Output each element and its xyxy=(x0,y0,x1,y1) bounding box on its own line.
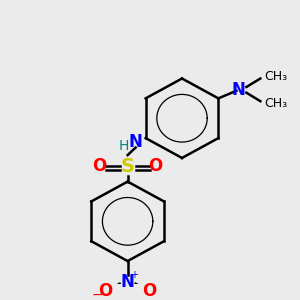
Text: CH₃: CH₃ xyxy=(264,70,287,83)
Text: O: O xyxy=(98,282,113,300)
Text: N: N xyxy=(121,273,135,291)
Text: S: S xyxy=(121,157,135,176)
Text: O: O xyxy=(148,158,163,175)
Text: N: N xyxy=(231,81,245,99)
Text: H: H xyxy=(118,139,129,153)
Text: CH₃: CH₃ xyxy=(264,97,287,110)
Text: −: − xyxy=(92,288,103,300)
Text: O: O xyxy=(142,282,157,300)
Text: +: + xyxy=(130,270,138,280)
Text: O: O xyxy=(92,158,107,175)
Text: N: N xyxy=(129,133,142,151)
